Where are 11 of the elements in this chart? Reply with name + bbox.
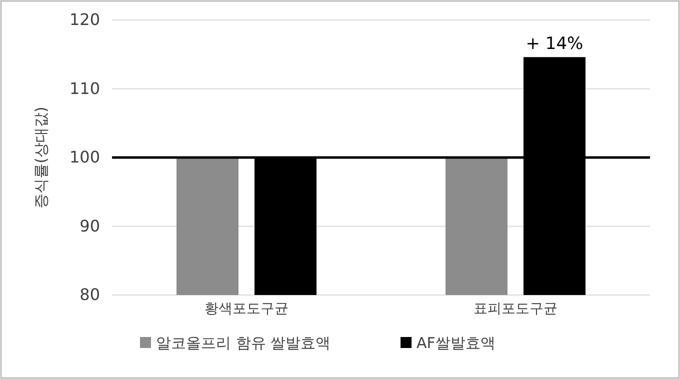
y-tick-label: 90: [80, 216, 100, 236]
y-tick-label: 120: [69, 10, 100, 30]
annotation: + 14%: [526, 34, 584, 54]
legend-label: AF쌀발효액: [416, 334, 496, 352]
y-tick-label: 100: [69, 148, 100, 167]
x-tick-label: 표피포도구균: [474, 300, 558, 317]
x-tick-label: 황색포도구균: [204, 300, 288, 317]
y-axis-title: 증식률(상대값): [32, 106, 50, 208]
y-tick-label: 110: [69, 78, 100, 98]
legend-label: 알코올프리 함유 쌀발효액: [156, 334, 331, 352]
y-tick-label: 80: [80, 285, 100, 304]
